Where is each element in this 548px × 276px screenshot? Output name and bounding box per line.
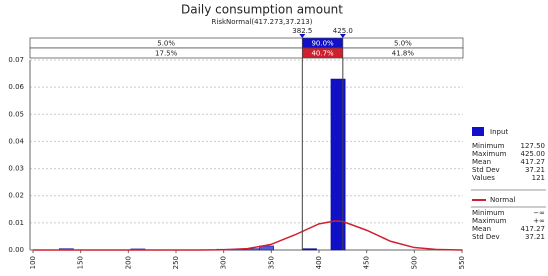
y-tick-label: 0.04 (8, 137, 24, 145)
band-label: 17.5% (155, 50, 178, 58)
x-tick-label: 150 (77, 256, 85, 269)
x-tick-label: 250 (172, 256, 180, 269)
stat-name: Std Dev (472, 233, 500, 241)
delimiter-marker (299, 34, 306, 38)
chart-subtitle: RiskNormal(417.273,37.213) (212, 18, 313, 26)
chart-title: Daily consumption amount (181, 3, 343, 17)
stat-name: Std Dev (472, 166, 500, 174)
x-tick-label: 500 (410, 256, 418, 269)
stat-name: Values (472, 174, 495, 182)
stat-name: Mean (472, 225, 491, 233)
stat-name: Mean (472, 158, 491, 166)
stat-value: 417.27 (521, 158, 546, 166)
y-tick-label: 0.02 (8, 192, 24, 200)
band-label: 5.0% (394, 40, 412, 48)
x-tick-label: 200 (124, 256, 132, 269)
stat-value: 37.21 (525, 166, 545, 174)
fit-curve (32, 220, 463, 251)
stat-name: Minimum (472, 142, 505, 150)
x-tick-label: 550 (458, 256, 466, 269)
plot-area (30, 60, 463, 250)
stat-value: 37.21 (525, 233, 545, 241)
band-label: 41.8% (392, 50, 415, 58)
stat-value: −∞ (533, 209, 545, 217)
y-tick-label: 0.00 (8, 246, 24, 254)
stat-value: 417.27 (521, 225, 546, 233)
legend-swatch (472, 127, 484, 136)
legend-label: Normal (490, 196, 515, 204)
stat-name: Maximum (472, 150, 507, 158)
legend-label: Input (490, 128, 508, 136)
y-tick-label: 0.03 (8, 165, 24, 173)
stat-name: Maximum (472, 217, 507, 225)
x-tick-label: 400 (315, 256, 323, 269)
stat-value: 127.50 (521, 142, 546, 150)
band-label: 5.0% (157, 40, 175, 48)
y-tick-label: 0.05 (8, 110, 24, 118)
histogram-bar (330, 78, 346, 251)
band-label: 90.0% (311, 40, 334, 48)
delimiter-label: 425.0 (333, 27, 353, 35)
delimiter-marker (339, 34, 346, 38)
stat-value: 121 (532, 174, 545, 182)
histogram-bar (302, 248, 317, 251)
x-tick-label: 450 (363, 256, 371, 269)
stat-name: Minimum (472, 209, 505, 217)
y-tick-label: 0.01 (8, 219, 24, 227)
y-tick-label: 0.07 (8, 56, 24, 64)
stat-value: 425.00 (521, 150, 546, 158)
stat-value: +∞ (533, 217, 545, 225)
x-tick-label: 300 (220, 256, 228, 269)
x-tick-label: 350 (267, 256, 275, 269)
band-cell (342, 47, 464, 59)
band-label: 40.7% (311, 50, 334, 58)
delimiter-label: 382.5 (292, 27, 312, 35)
y-tick-label: 0.06 (8, 83, 24, 91)
x-tick-label: 100 (29, 256, 37, 269)
legend-panel (468, 120, 547, 230)
